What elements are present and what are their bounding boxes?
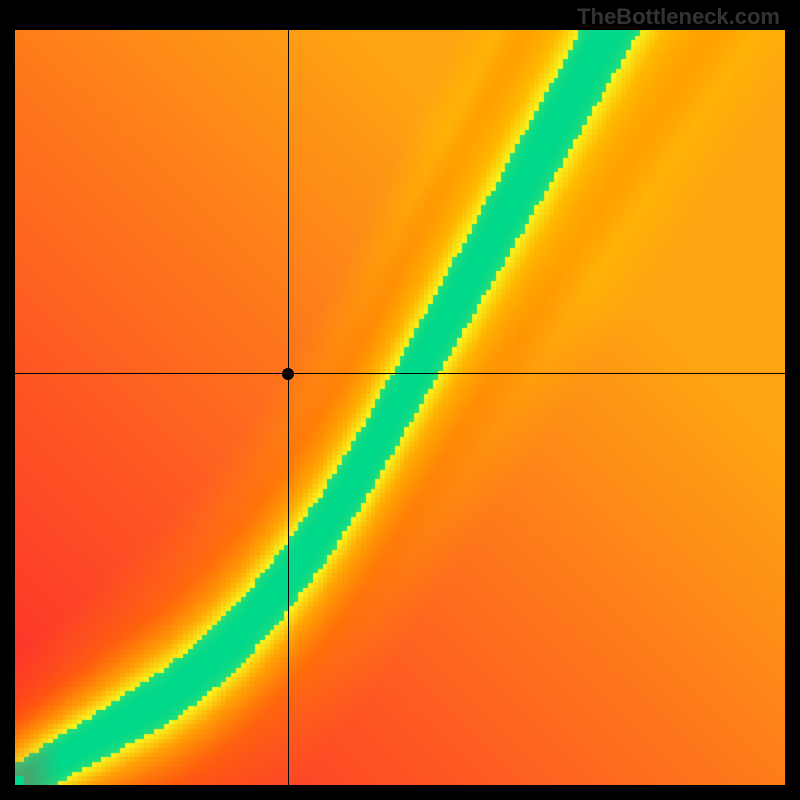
selection-marker-dot [282,368,294,380]
heatmap-plot-area [15,30,785,785]
heatmap-canvas [15,30,785,785]
crosshair-vertical-line [288,30,289,785]
crosshair-horizontal-line [15,373,785,374]
watermark-text: TheBottleneck.com [577,4,780,30]
